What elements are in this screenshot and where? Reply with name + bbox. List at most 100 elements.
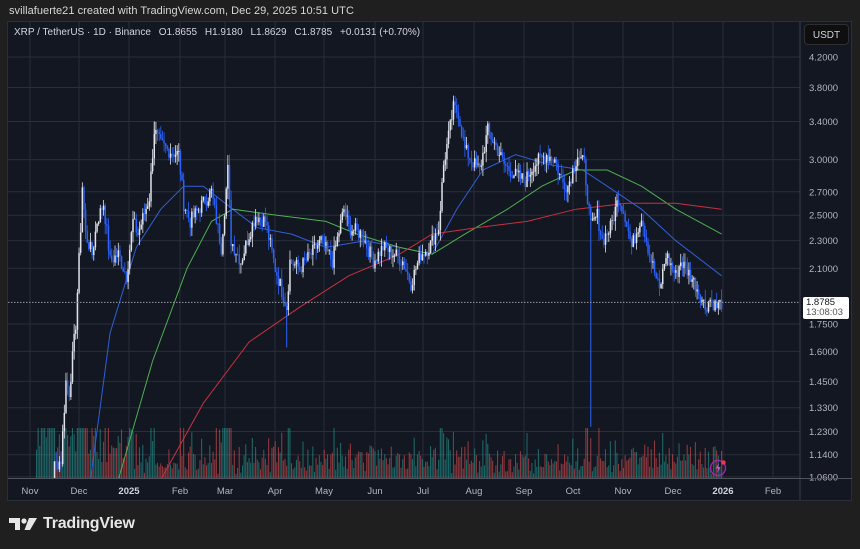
candle-body [424,251,427,256]
candle-body [187,211,190,218]
candle-body [686,265,689,276]
volume-bar [274,441,276,478]
volume-bar [706,468,708,478]
volume-bar [634,452,636,478]
candle-body [295,259,298,265]
candle-body [666,253,669,259]
volume-bar [470,460,472,478]
volume-bar [212,451,214,478]
candle-body [671,263,674,270]
candle-body [608,233,610,235]
volume-bar [96,451,98,478]
volume-bar [287,428,289,478]
volume-bar [565,461,567,478]
volume-bar [573,468,575,478]
candle-body [318,239,321,246]
candle-body [174,154,177,157]
volume-bar [356,454,358,478]
volume-bar [429,446,432,478]
volume-bar [305,470,307,478]
candle-body [614,206,617,222]
alert-lightning-icon[interactable] [709,458,729,478]
symbol-title[interactable]: XRP / TetherUS · 1D · Binance [14,27,151,38]
volume-bar [564,454,566,478]
volume-bar [158,466,160,478]
candle-body [503,157,505,165]
candle-body [263,216,265,227]
ohlc-low: L1.8629 [250,27,287,38]
candle-body [521,173,523,179]
candle-body [300,269,303,273]
volume-bar [214,459,216,478]
candle-body [588,203,590,207]
candle-body [375,260,378,262]
time-tick-label: Dec [71,486,88,497]
volume-bar [582,466,584,478]
candle-body [133,218,136,220]
volume-bar [567,456,569,478]
candle-body [192,211,195,218]
currency-button[interactable]: USDT [804,24,849,45]
tradingview-logo[interactable]: TradingView [9,515,135,533]
volume-bar [289,428,291,478]
volume-bar [235,473,237,478]
volume-bar [132,432,134,478]
candle-body [271,238,273,250]
volume-bar [452,431,454,478]
candle-body [182,180,185,211]
volume-bar [67,435,69,478]
volume-bar [547,461,549,478]
candle-body [334,245,337,247]
candle-body [330,250,332,260]
volume-bar [707,451,710,478]
volume-bar [320,461,322,478]
volume-bar [47,428,49,478]
volume-bar [83,428,85,478]
volume-bar [344,456,347,478]
volume-bar [179,428,181,478]
candle-body [673,269,675,273]
candle-body [267,225,270,240]
candle-body [604,233,607,245]
volume-bar [583,458,585,478]
candle-body [148,201,151,207]
volume-bar [359,452,361,478]
volume-bar [405,469,407,478]
candle-body [222,234,224,255]
volume-bar [207,463,209,478]
ohlc-change: +0.0131 (+0.70%) [339,27,421,38]
chart-frame[interactable] [7,21,852,501]
volume-bar [186,469,188,478]
candle-body [220,243,223,255]
volume-bar [130,429,132,478]
volume-bar [696,469,698,478]
candle-body [223,215,226,235]
volume-bar [701,464,703,478]
volume-bar [227,428,229,478]
candle-body [644,225,646,238]
candle-body [246,240,249,246]
candle-body [446,143,448,160]
candle-body [523,173,525,181]
volume-bar [99,429,101,478]
volume-bar [189,446,191,478]
volume-bar [225,428,227,478]
volume-bar [129,428,131,478]
volume-bar [626,460,628,478]
volume-bar [721,450,723,478]
volume-bar [644,444,646,478]
volume-bar [418,450,420,478]
volume-bar [603,461,605,478]
candle-body [111,255,113,261]
candle-body [65,380,67,413]
volume-bar [443,433,445,478]
candle-body [606,233,608,235]
candle-body [107,225,110,251]
volume-bar [698,459,700,478]
volume-bar [480,466,482,478]
candle-body [505,164,507,166]
volume-bar [627,459,629,478]
volume-bar [308,465,311,478]
candle-body [387,247,389,252]
